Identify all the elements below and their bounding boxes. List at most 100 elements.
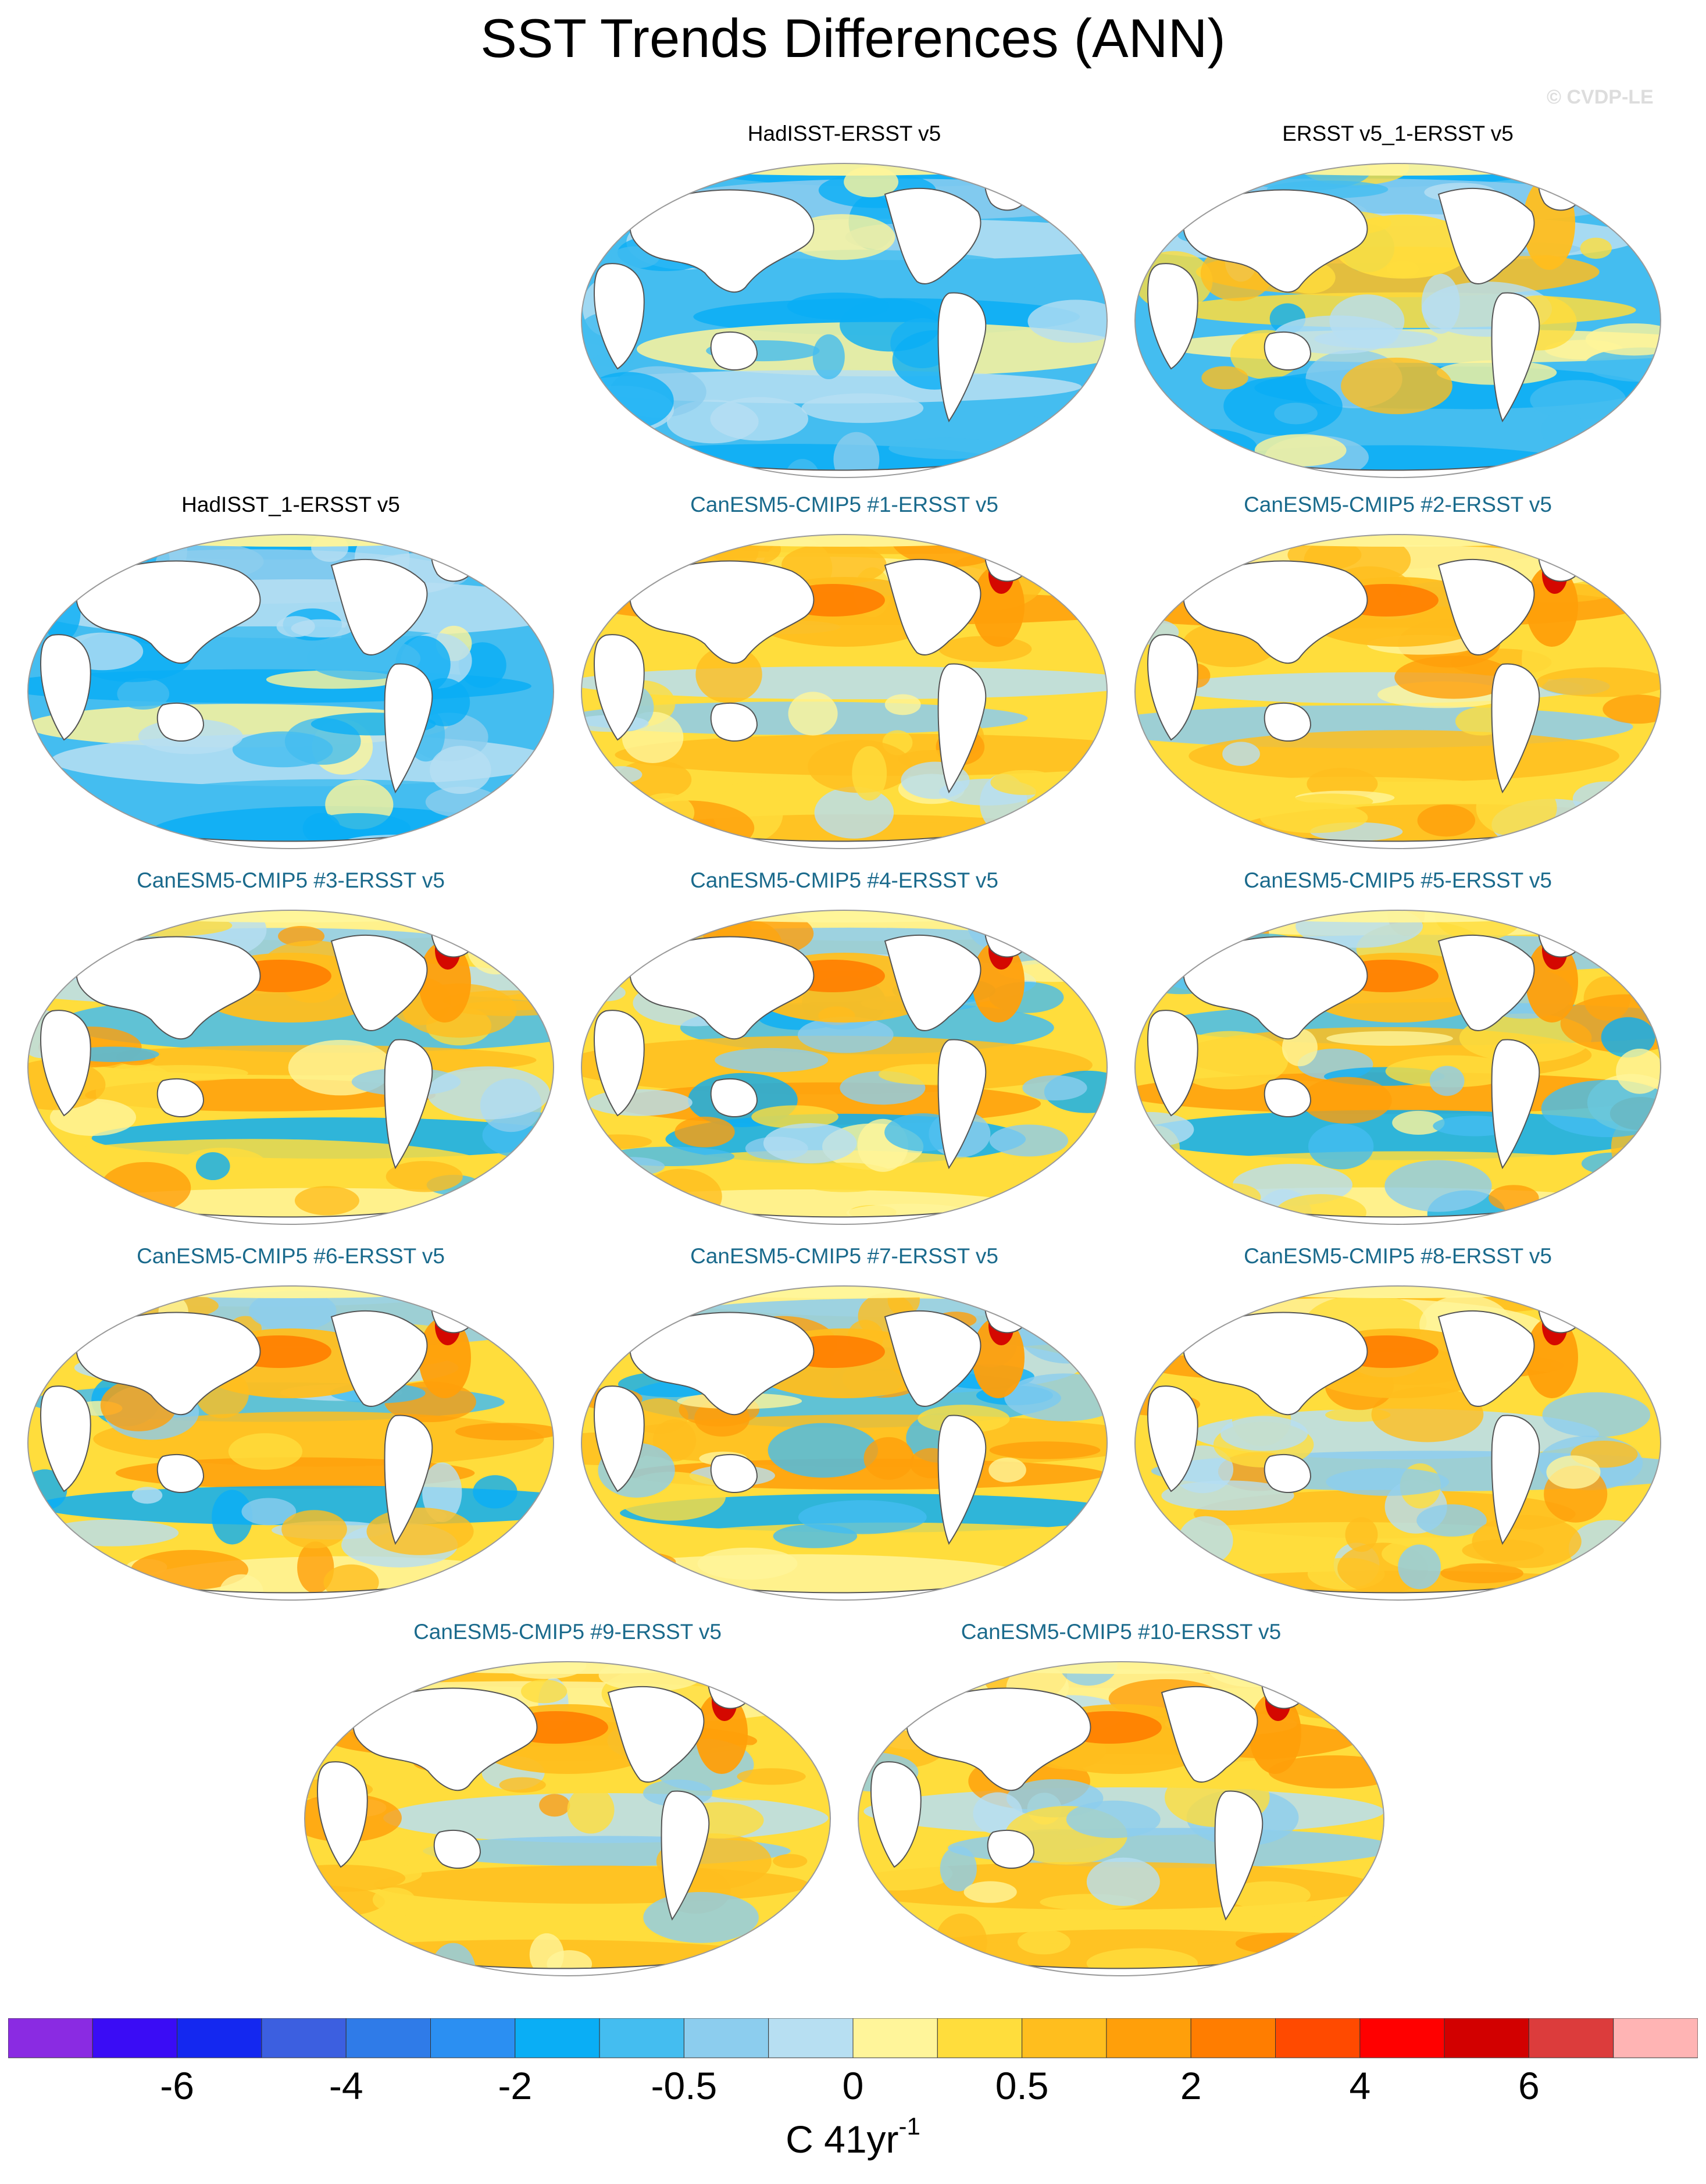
credit-watermark: © CVDP-LE — [1547, 86, 1654, 108]
map-boundary — [27, 534, 554, 849]
land-mass — [40, 1385, 91, 1492]
colorbar-swatch — [1444, 2018, 1529, 2058]
map-boundary — [581, 910, 1108, 1225]
land-mass — [1437, 1310, 1535, 1407]
colorbar-swatch — [683, 2018, 769, 2058]
map-panel-m5: CanESM5-CMIP5 #5-ERSST v5 — [1125, 868, 1671, 1240]
land-mass — [353, 1687, 538, 1791]
colorbar-swatch — [515, 2018, 600, 2058]
land-mass — [433, 1829, 481, 1869]
colorbar-units: C 41yr-1 — [0, 2112, 1706, 2161]
colorbar-swatch — [177, 2018, 262, 2058]
land-mass — [937, 663, 987, 794]
land-mass — [1147, 634, 1198, 741]
map-panel-hadisst-1: HadISST_1-ERSST v5 — [17, 492, 564, 864]
map-panel-m8: CanESM5-CMIP5 #8-ERSST v5 — [1125, 1244, 1671, 1616]
land-mass — [1183, 560, 1368, 664]
colorbar-tick-label: -2 — [498, 2064, 533, 2107]
land-mass — [630, 936, 815, 1040]
colorbar-tick-label: -4 — [329, 2064, 363, 2107]
colorbar-swatch — [345, 2018, 431, 2058]
land-mass — [710, 331, 758, 371]
map-panel-m10: CanESM5-CMIP5 #10-ERSST v5 — [848, 1619, 1394, 1991]
sst-field — [858, 1662, 1384, 1976]
land-mass — [76, 560, 261, 664]
map-boundary — [1134, 534, 1661, 849]
land-mass — [937, 292, 987, 423]
map — [1134, 534, 1661, 849]
colorbar-swatch — [1022, 2018, 1107, 2058]
land-mass — [987, 1829, 1035, 1869]
land-mass — [1264, 1453, 1312, 1494]
land-mass — [630, 189, 815, 293]
land-mass — [1437, 559, 1535, 655]
map-boundary — [581, 1285, 1108, 1601]
land-mass — [76, 1312, 261, 1416]
map-boundary — [581, 163, 1108, 478]
panel-title: HadISST-ERSST v5 — [747, 122, 941, 145]
colorbar-swatch — [599, 2018, 684, 2058]
map — [1134, 163, 1661, 478]
colorbar-swatch — [8, 2018, 93, 2058]
colorbar-swatch — [768, 2018, 854, 2058]
colorbar-swatch — [1613, 2018, 1698, 2058]
map-boundary — [581, 534, 1108, 849]
land-mass — [607, 1686, 705, 1783]
map-boundary — [27, 910, 554, 1225]
units-exponent: -1 — [898, 2112, 920, 2140]
land-mass — [906, 1687, 1091, 1791]
map-boundary — [304, 1661, 831, 1976]
land-mass — [1491, 1039, 1540, 1170]
land-mass — [1161, 1686, 1258, 1783]
panel-title: CanESM5-CMIP5 #9-ERSST v5 — [413, 1620, 722, 1644]
map-panel-m7: CanESM5-CMIP5 #7-ERSST v5 — [571, 1244, 1118, 1616]
colorbar-swatch — [1359, 2018, 1445, 2058]
map-panel-m2: CanESM5-CMIP5 #2-ERSST v5 — [1125, 492, 1671, 864]
land-mass — [40, 1010, 91, 1117]
land-mass — [156, 702, 205, 742]
sst-field — [28, 1286, 554, 1600]
land-mass — [710, 1078, 758, 1118]
land-mass — [870, 1761, 922, 1868]
land-mass — [884, 935, 982, 1031]
land-mass — [630, 560, 815, 664]
map-boundary — [1134, 163, 1661, 478]
sst-field — [28, 910, 554, 1224]
land-mass — [1147, 263, 1198, 370]
land-mass — [1437, 935, 1535, 1031]
land-mass — [710, 1453, 758, 1494]
land-mass — [630, 1312, 815, 1416]
map — [581, 910, 1108, 1225]
colorbar-tick-label: -6 — [160, 2064, 194, 2107]
colorbar — [8, 2018, 1698, 2058]
land-mass — [1183, 936, 1368, 1040]
map-panel-ersst-1: ERSST v5_1-ERSST v5 — [1125, 121, 1671, 493]
colorbar-swatch — [1106, 2018, 1191, 2058]
sst-field — [1135, 1286, 1661, 1600]
sst-field — [581, 163, 1107, 478]
map-panel-m1: CanESM5-CMIP5 #1-ERSST v5 — [571, 492, 1118, 864]
land-mass — [661, 1790, 710, 1921]
land-mass — [1491, 292, 1540, 423]
panel-title: CanESM5-CMIP5 #7-ERSST v5 — [690, 1244, 998, 1268]
colorbar-tick-label: 0.5 — [995, 2064, 1049, 2107]
map-boundary — [858, 1661, 1384, 1976]
land-mass — [76, 936, 261, 1040]
colorbar-swatch — [430, 2018, 516, 2058]
map — [27, 1285, 554, 1601]
colorbar-tick-label: -0.5 — [651, 2064, 718, 2107]
sst-field — [28, 535, 554, 849]
land-mass — [937, 1039, 987, 1170]
land-mass — [1437, 188, 1535, 284]
panel-title: CanESM5-CMIP5 #6-ERSST v5 — [137, 1244, 445, 1268]
land-mass — [937, 1415, 987, 1545]
map — [1134, 910, 1661, 1225]
map-panel-m9: CanESM5-CMIP5 #9-ERSST v5 — [294, 1619, 841, 1991]
colorbar-tick-label: 6 — [1518, 2064, 1540, 2107]
land-mass — [1491, 663, 1540, 794]
map — [581, 534, 1108, 849]
panel-title: ERSST v5_1-ERSST v5 — [1282, 122, 1514, 145]
colorbar-swatch — [261, 2018, 347, 2058]
panel-title: CanESM5-CMIP5 #2-ERSST v5 — [1244, 493, 1552, 516]
sst-field — [1135, 535, 1661, 849]
